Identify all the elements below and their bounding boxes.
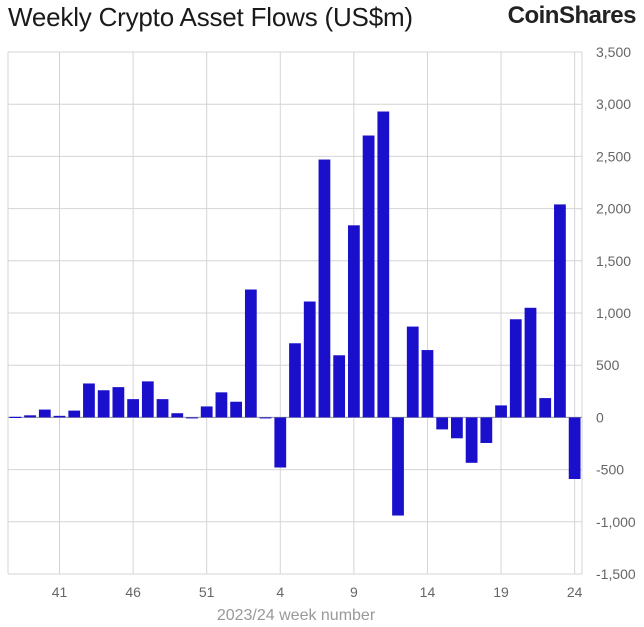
x-tick-label: 41 [52,584,68,600]
brand-logo: CoinShares [507,2,637,29]
bar-week-51 [200,406,213,418]
bar-week-15 [436,417,449,430]
bar-week-39 [24,415,36,418]
bar-week-6 [303,301,316,418]
y-tick-label: 0 [596,409,604,425]
y-tick-label: -500 [596,462,624,478]
bar-week-16 [451,417,463,439]
gridlines [7,51,583,575]
bar-week-42 [68,410,81,418]
bar-week-13 [406,326,419,418]
bar-week-8 [333,355,346,418]
x-axis-label: 2023/24 week number [217,607,376,624]
x-tick-label: 19 [493,584,509,600]
bar-week-5 [289,343,301,418]
y-tick-label: 1,000 [596,305,631,321]
x-tick-label: 46 [125,584,141,600]
bar-week-45 [112,387,125,418]
bar-week-24 [568,417,581,479]
bar-week-21 [524,307,537,418]
x-tick-label: 51 [199,584,215,600]
bar-week-41 [53,415,66,418]
y-tick-label: 2,000 [596,201,631,217]
x-tick-label: 9 [350,584,358,600]
bar-week-12 [392,417,404,516]
y-axis-ticks: 3,500 3,000 2,500 2,000 1,500 1,000 500 0 -500 -1… [596,44,636,582]
bar-week-19 [495,405,507,418]
bar-series [9,111,581,516]
y-tick-label: -1,000 [596,514,636,530]
bar-week-38 [9,416,22,418]
x-tick-label: 4 [276,584,284,600]
bar-week-46 [127,399,139,418]
bar-week-52 [215,392,228,418]
bar-week-23 [554,204,566,418]
bar-week-2 [244,289,257,418]
x-tick-label: 14 [420,584,436,600]
bar-week-50 [186,417,198,419]
bar-week-20 [509,319,522,418]
bar-week-4 [274,417,287,468]
y-tick-label: 2,500 [596,148,631,164]
bar-week-43 [83,383,95,418]
bar-week-14 [421,350,434,418]
y-tick-label: 500 [596,357,620,373]
bar-week-44 [97,390,110,418]
bar-week-11 [377,111,390,418]
bar-week-49 [171,413,184,418]
bar-week-40 [38,409,51,418]
bar-week-3 [259,417,272,419]
bar-week-17 [465,417,478,463]
chart-title: Weekly Crypto Asset Flows (US$m) [8,2,413,32]
bar-week-1 [230,401,243,418]
bar-week-18 [480,417,493,443]
y-tick-label: 3,000 [596,96,631,112]
x-axis-ticks: 41 46 51 4 9 14 19 24 [52,584,583,600]
y-tick-label: -1,500 [596,566,636,582]
bar-week-9 [347,225,360,418]
bar-week-7 [318,159,331,418]
bar-week-48 [156,399,169,418]
bar-week-10 [362,135,375,418]
bar-week-47 [141,381,154,418]
y-tick-label: 1,500 [596,253,631,269]
y-tick-label: 3,500 [596,44,631,60]
x-tick-label: 24 [567,584,583,600]
bar-week-22 [539,398,552,418]
